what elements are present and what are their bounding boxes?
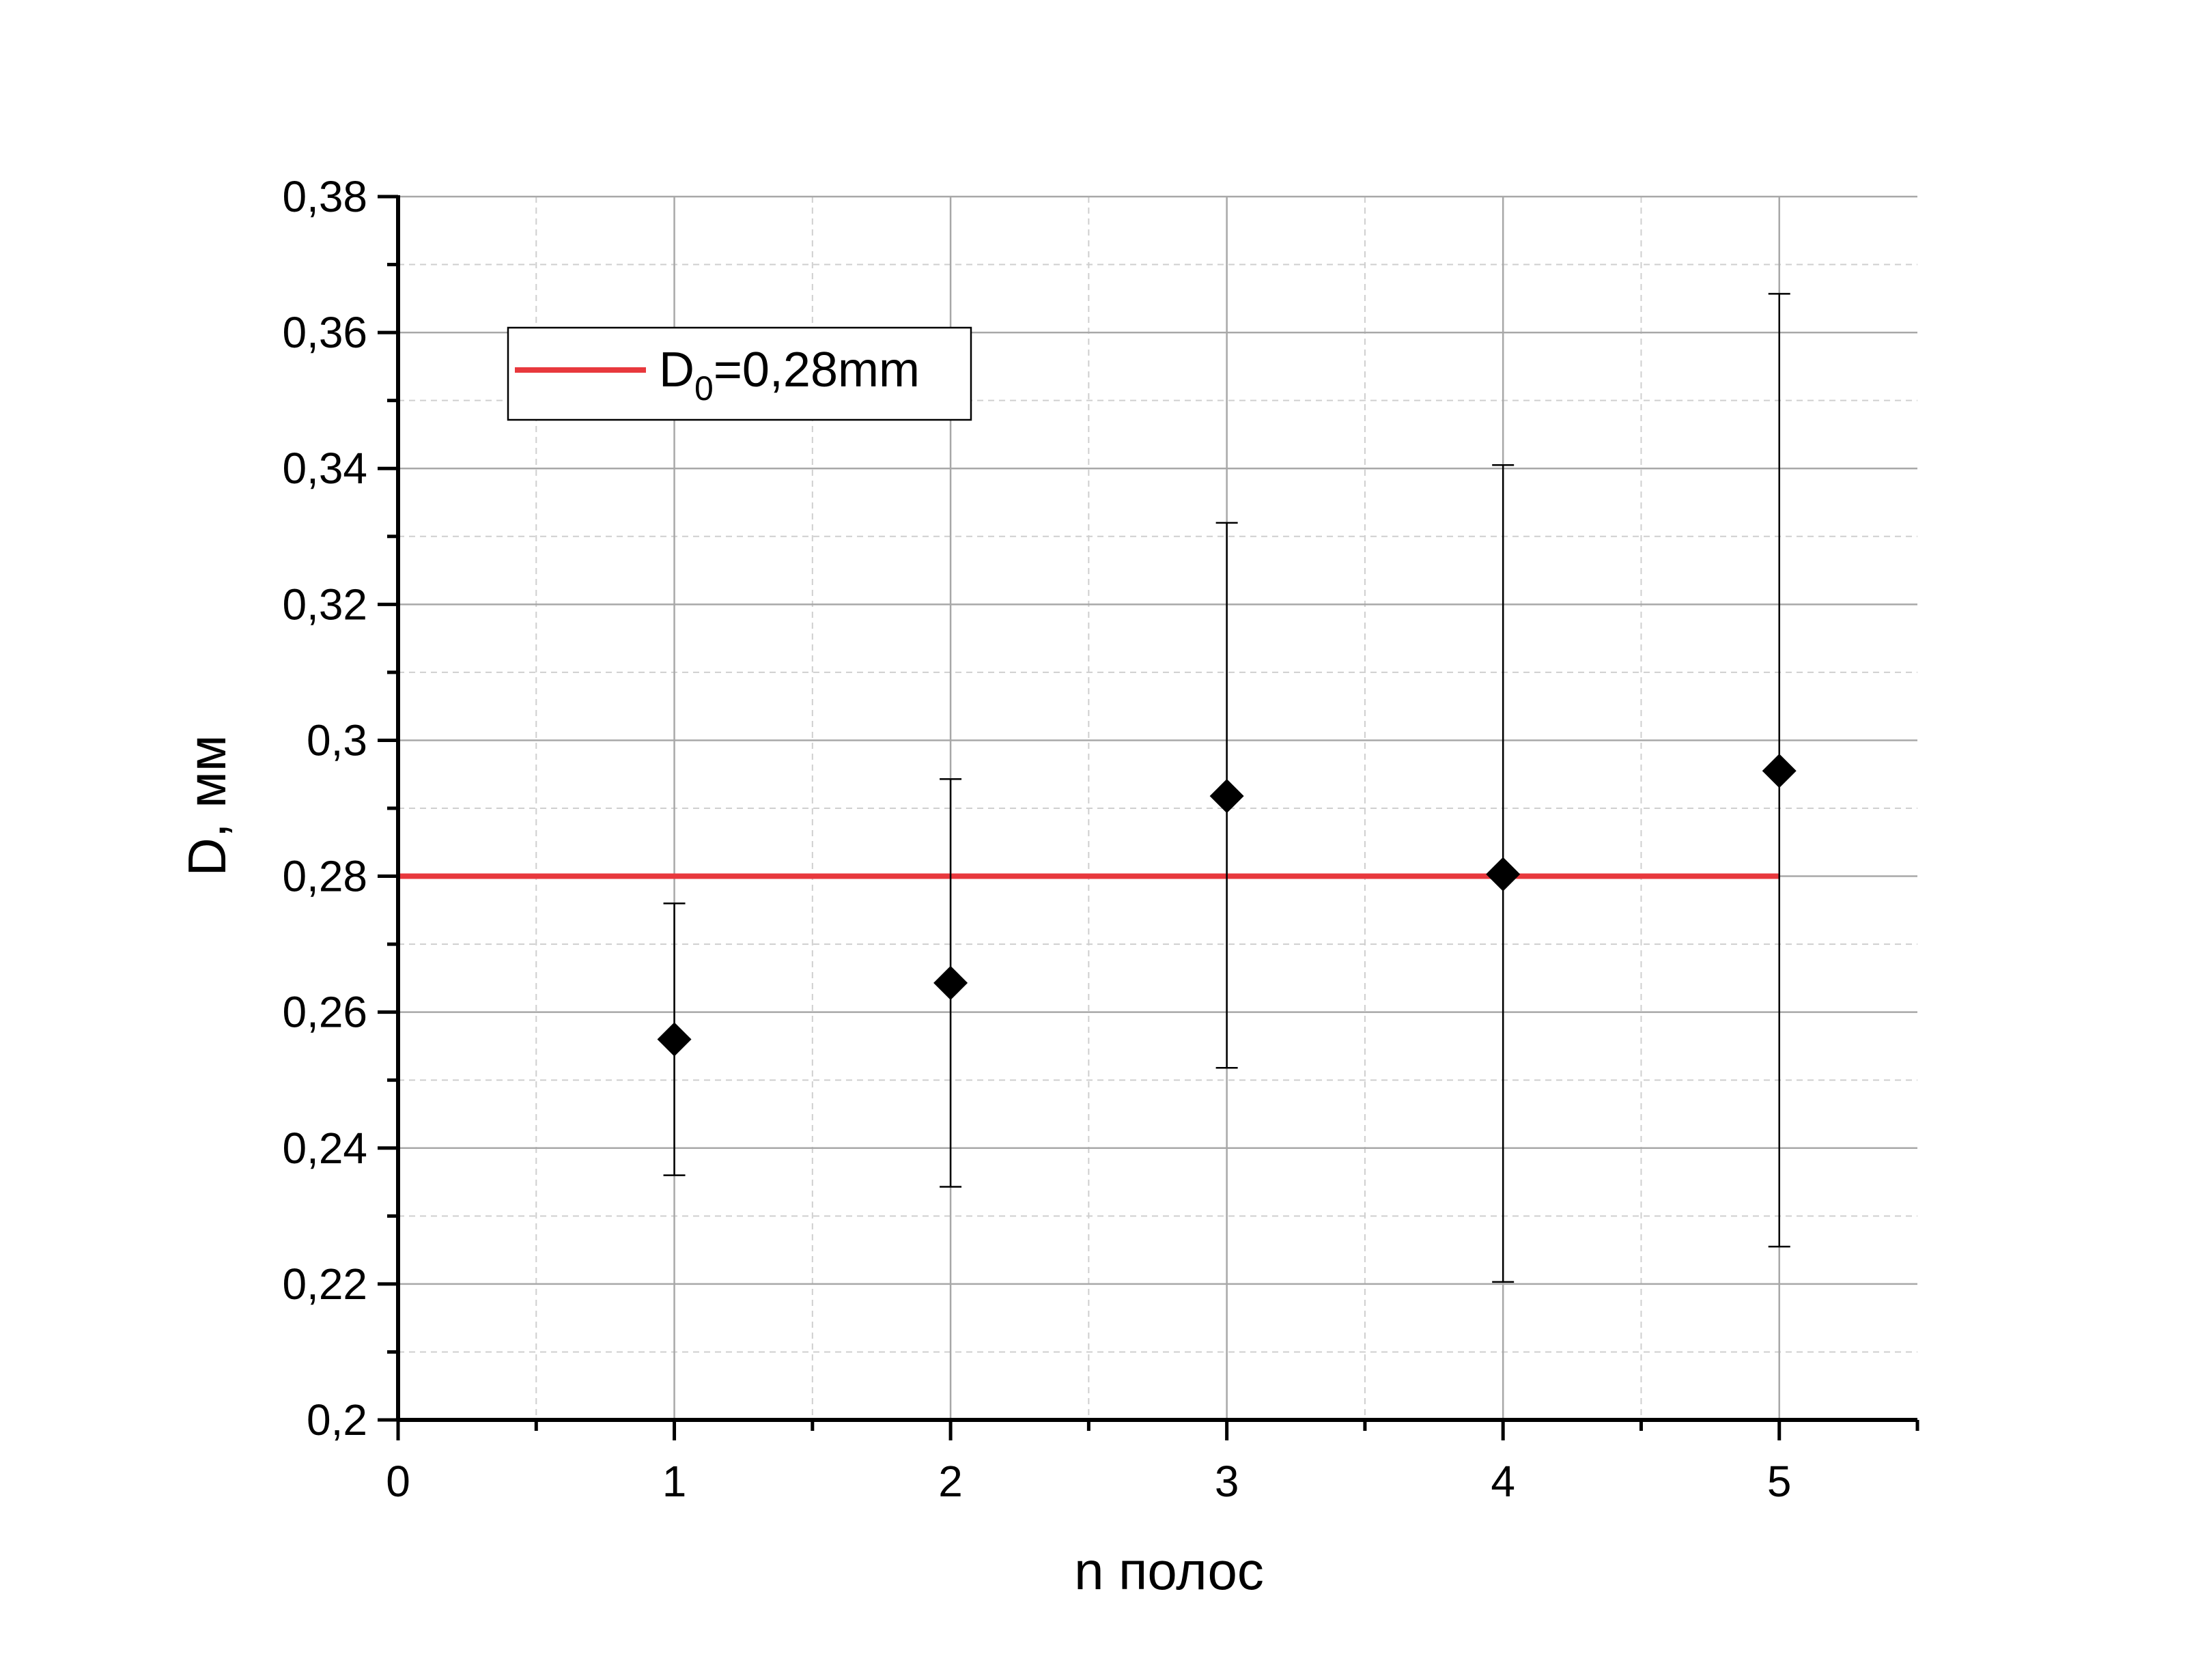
axes — [378, 195, 1919, 1440]
y-tick-label: 0,3 — [307, 715, 367, 765]
y-tick-label: 0,24 — [282, 1124, 367, 1173]
legend: D0=0,28mm — [507, 326, 972, 421]
x-tick-label: 0 — [386, 1457, 410, 1506]
x-tick-label: 2 — [938, 1457, 963, 1506]
y-tick-label: 0,32 — [282, 580, 367, 629]
x-tick-label: 3 — [1215, 1457, 1239, 1506]
data-point — [1762, 754, 1797, 788]
data-point — [933, 965, 968, 1000]
y-tick-label: 0,22 — [282, 1259, 367, 1309]
legend-label-prefix: D — [659, 343, 694, 397]
x-tick-label: 1 — [662, 1457, 687, 1506]
y-tick-label: 0,38 — [282, 172, 367, 221]
y-tick-label: 0,26 — [282, 988, 367, 1037]
x-tick-label: 5 — [1767, 1457, 1792, 1506]
y-tick-label: 0,28 — [282, 852, 367, 901]
x-tick-label: 4 — [1491, 1457, 1515, 1506]
x-axis-title: n полос — [1074, 1541, 1264, 1601]
y-tick-label: 0,36 — [282, 308, 367, 357]
y-tick-label: 0,2 — [307, 1395, 367, 1444]
data-point — [1486, 857, 1521, 892]
y-axis-title: D, мм — [177, 735, 237, 877]
legend-label-subscript: 0 — [694, 369, 714, 408]
legend-label: D0=0,28mm — [659, 343, 920, 408]
data-point — [657, 1022, 692, 1057]
legend-box — [507, 326, 972, 421]
data-point — [1209, 779, 1244, 814]
data-points — [657, 754, 1797, 1057]
y-tick-label: 0,34 — [282, 444, 367, 493]
tick-labels: 0,2 0,22 0,24 0,26 0,28 0,3 0,32 0,34 0,36 0,38 0 1… — [282, 172, 1791, 1506]
legend-label-suffix: =0,28mm — [714, 343, 920, 397]
